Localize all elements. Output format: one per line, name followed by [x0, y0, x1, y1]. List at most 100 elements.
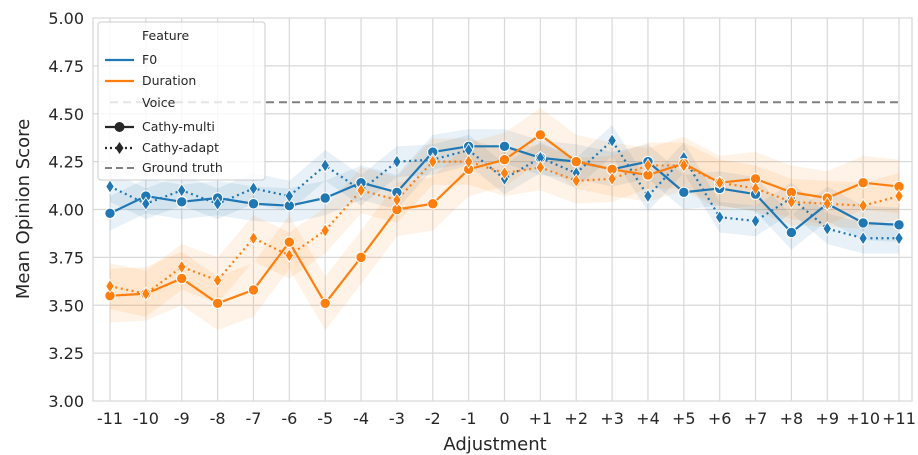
y-axis-label: Mean Opinion Score [13, 119, 34, 299]
y-tick-label: 5.00 [48, 9, 84, 28]
dur_adapt-point [212, 273, 223, 288]
dur_adapt-point [786, 194, 797, 210]
dur_multi-point [355, 251, 367, 264]
f0_multi-confidence-band [110, 129, 899, 250]
x-tick-label: -11 [97, 409, 123, 428]
dur_adapt-point [248, 230, 259, 246]
f0_adapt-point [822, 221, 832, 236]
dur_multi-point [176, 272, 188, 285]
x-tick-label: -7 [245, 409, 261, 428]
y-tick-label: 4.50 [48, 105, 84, 124]
legend-adapt-label: Cathy-adapt [142, 140, 219, 155]
x-tick-label: +6 [708, 409, 732, 428]
y-tick-label: 3.00 [48, 392, 84, 411]
x-tick-label: +1 [529, 409, 553, 428]
y-tick-label: 3.50 [48, 296, 84, 315]
f0_adapt-point [643, 188, 653, 204]
series-markers [104, 129, 905, 310]
y-tick-label: 4.25 [48, 153, 84, 172]
dur_adapt-confidence-band [110, 138, 899, 317]
f0_adapt-point [858, 230, 868, 246]
legend: Feature F0 Duration Voice Cathy-multi Ca… [97, 21, 266, 181]
dur_multi-point [534, 129, 547, 141]
x-tick-label: +9 [815, 409, 839, 428]
dur_multi-point [211, 297, 224, 310]
f0_multi-point [857, 217, 869, 229]
f0_adapt-point [715, 209, 725, 225]
f0_adapt-point [105, 179, 115, 194]
f0_multi-point [893, 219, 905, 231]
dur_multi-point [570, 155, 582, 168]
dur_adapt-point [105, 278, 115, 294]
x-tick-label: -2 [425, 409, 441, 428]
dur_adapt-point [463, 154, 474, 169]
f0_adapt-confidence-band [110, 125, 899, 254]
dur_adapt-point [392, 192, 402, 208]
legend-box [97, 21, 266, 181]
dur_multi-point [498, 154, 511, 166]
x-tick-label: -6 [281, 409, 297, 428]
x-tick-label: +11 [882, 409, 916, 428]
f0_multi-point [319, 192, 331, 204]
y-tick-label: 4.00 [48, 201, 84, 220]
x-tick-label: 0 [499, 409, 509, 428]
f0_multi-point [176, 196, 188, 208]
legend-ground-truth-label: Ground truth [142, 160, 223, 175]
dur_adapt-point [858, 198, 868, 213]
legend-voice-title: Voice [142, 95, 176, 110]
dur_adapt-point [607, 171, 617, 187]
dur_adapt-point [428, 154, 438, 169]
f0_adapt-point [750, 213, 761, 229]
f0_adapt-point [177, 183, 187, 198]
x-tick-label: +10 [846, 409, 880, 428]
y-tick-label: 3.25 [48, 344, 84, 363]
dur_multi-point [247, 284, 260, 296]
x-tick-label: -3 [389, 409, 405, 428]
dur_adapt-point [894, 188, 904, 204]
x-tick-label: -4 [353, 409, 369, 428]
f0_adapt-point [894, 230, 904, 246]
dur_adapt-point [356, 183, 366, 198]
dur_adapt-point [571, 173, 581, 189]
x-tick-labels: -11 -10 -9 -8 -7 -6 -5 -4 -3 -2 -1 0 +1 +2 +3 +4 +5 +6 +7 +… [97, 409, 916, 428]
legend-multi-label: Cathy-multi [142, 119, 215, 134]
dur_adapt-point [177, 259, 187, 275]
dur_adapt-point [141, 286, 151, 301]
x-axis-label: Adjustment [443, 434, 546, 455]
dur_adapt-point [643, 158, 653, 173]
y-tick-label: 4.75 [48, 57, 84, 76]
legend-f0-label: F0 [142, 52, 157, 67]
x-tick-label: +3 [600, 409, 624, 428]
f0_adapt-point [141, 196, 151, 211]
f0_multi-point [678, 186, 690, 198]
dur_adapt-point [320, 223, 330, 238]
f0_multi-point [104, 207, 116, 220]
dur_adapt-point [535, 160, 546, 175]
dur_multi-point [319, 297, 331, 310]
dur_adapt-point [499, 165, 510, 181]
dur_adapt-point [679, 158, 689, 173]
y-tick-labels: 3.00 3.25 3.50 3.75 4.00 4.25 4.50 4.75 5.00 [48, 9, 84, 411]
dur_adapt-point [822, 196, 832, 211]
x-tick-label: -10 [133, 409, 159, 428]
x-tick-label: -1 [461, 409, 477, 428]
legend-feature-title: Feature [142, 28, 190, 43]
f0_multi-point [785, 226, 798, 239]
legend-adapt-marker [115, 142, 124, 154]
x-tick-label: -5 [317, 409, 333, 428]
x-tick-label: +5 [672, 409, 696, 428]
f0_adapt-point [212, 196, 223, 211]
f0_adapt-point [392, 154, 402, 169]
x-tick-label: +4 [636, 409, 660, 428]
dur_multi-point [857, 176, 869, 189]
f0_adapt-point [248, 181, 259, 196]
f0_adapt-point [607, 133, 617, 148]
f0_multi-point [498, 140, 511, 153]
dur_adapt-point [284, 248, 294, 263]
f0_adapt-line [109, 139, 899, 240]
dur_multi-point [283, 236, 296, 248]
x-tick-label: +2 [564, 409, 588, 428]
y-tick-label: 3.75 [48, 248, 84, 267]
x-tick-label: +7 [744, 409, 768, 428]
